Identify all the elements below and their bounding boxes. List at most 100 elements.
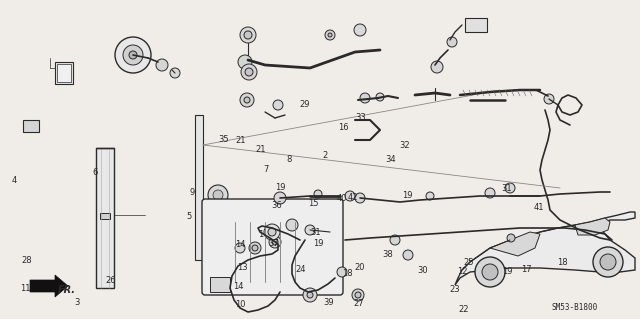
Text: 18: 18 [342, 269, 353, 278]
Circle shape [244, 31, 252, 39]
Bar [57, 64, 71, 82]
Circle shape [328, 33, 332, 37]
Circle shape [352, 289, 364, 301]
Circle shape [360, 93, 370, 103]
Text: 7: 7 [264, 165, 269, 174]
Bar [23, 120, 39, 132]
Text: 15: 15 [308, 199, 319, 208]
Circle shape [505, 183, 515, 193]
Text: FR.: FR. [58, 285, 76, 295]
Text: 19: 19 [502, 267, 513, 276]
Bar [195, 115, 203, 260]
Circle shape [264, 224, 280, 240]
Text: 31: 31 [501, 184, 511, 193]
Text: 39: 39 [323, 298, 333, 307]
Text: 30: 30 [417, 266, 428, 275]
Circle shape [213, 190, 223, 200]
Text: 33: 33 [355, 113, 365, 122]
Circle shape [447, 37, 457, 47]
Circle shape [245, 68, 253, 76]
Text: 8: 8 [287, 155, 292, 164]
Bar [210, 277, 230, 292]
Circle shape [252, 245, 258, 251]
Circle shape [240, 27, 256, 43]
Circle shape [507, 234, 515, 242]
Bar [100, 213, 110, 219]
Polygon shape [490, 232, 540, 256]
Circle shape [355, 193, 365, 203]
Text: 37: 37 [269, 239, 279, 248]
Circle shape [354, 24, 366, 36]
Circle shape [235, 243, 245, 253]
Circle shape [272, 239, 278, 245]
Polygon shape [455, 212, 635, 285]
Text: 41: 41 [534, 204, 544, 212]
Circle shape [241, 64, 257, 80]
Circle shape [249, 242, 261, 254]
Text: 26: 26 [106, 276, 116, 285]
Circle shape [376, 93, 384, 101]
Text: 21: 21 [256, 145, 266, 154]
Text: 3: 3 [74, 298, 79, 307]
Bar [96, 148, 114, 288]
Text: 11: 11 [20, 284, 31, 293]
Circle shape [240, 93, 254, 107]
Circle shape [485, 188, 495, 198]
Circle shape [274, 192, 286, 204]
Text: 2: 2 [323, 151, 328, 160]
Text: 19: 19 [402, 191, 412, 200]
Circle shape [431, 61, 443, 73]
Text: 29: 29 [300, 100, 310, 109]
Text: 32: 32 [399, 141, 410, 150]
Circle shape [544, 94, 554, 104]
Bar [55, 62, 73, 84]
Circle shape [390, 235, 400, 245]
Text: 38: 38 [383, 250, 393, 259]
Text: SM53-B1800: SM53-B1800 [552, 303, 598, 313]
Bar [465, 18, 487, 32]
Circle shape [238, 55, 252, 69]
Text: 18: 18 [557, 258, 567, 267]
Text: 12: 12 [457, 267, 467, 276]
Text: 9: 9 [189, 188, 195, 197]
Text: 14: 14 [234, 282, 244, 291]
Circle shape [475, 257, 505, 287]
Text: 19: 19 [313, 239, 323, 248]
Text: 21: 21 [236, 137, 246, 145]
Circle shape [303, 288, 317, 302]
Circle shape [600, 254, 616, 270]
Circle shape [355, 292, 361, 298]
Circle shape [482, 264, 498, 280]
Text: 6: 6 [92, 168, 97, 177]
Circle shape [268, 228, 276, 236]
Text: 22: 22 [458, 305, 468, 314]
Circle shape [345, 191, 355, 201]
Circle shape [305, 225, 315, 235]
Text: 13: 13 [237, 263, 247, 272]
Circle shape [156, 59, 168, 71]
Text: 28: 28 [22, 256, 32, 265]
Circle shape [170, 68, 180, 78]
Text: 5: 5 [186, 212, 191, 221]
Circle shape [593, 247, 623, 277]
Polygon shape [575, 218, 610, 235]
Circle shape [403, 250, 413, 260]
Circle shape [337, 267, 347, 277]
Text: 16: 16 [338, 123, 348, 132]
Circle shape [307, 292, 313, 298]
Circle shape [129, 51, 137, 59]
Text: 35: 35 [219, 135, 229, 144]
Circle shape [273, 100, 283, 110]
Text: 36: 36 [271, 201, 282, 210]
Circle shape [269, 236, 281, 248]
Text: 19: 19 [275, 183, 285, 192]
Circle shape [123, 45, 143, 65]
Text: 31: 31 [310, 228, 321, 237]
Circle shape [325, 30, 335, 40]
Text: 1: 1 [258, 230, 263, 239]
FancyBboxPatch shape [202, 199, 343, 295]
Circle shape [286, 219, 298, 231]
Text: 10: 10 [235, 300, 245, 309]
Text: 34: 34 [385, 155, 396, 164]
Text: 27: 27 [353, 299, 364, 308]
